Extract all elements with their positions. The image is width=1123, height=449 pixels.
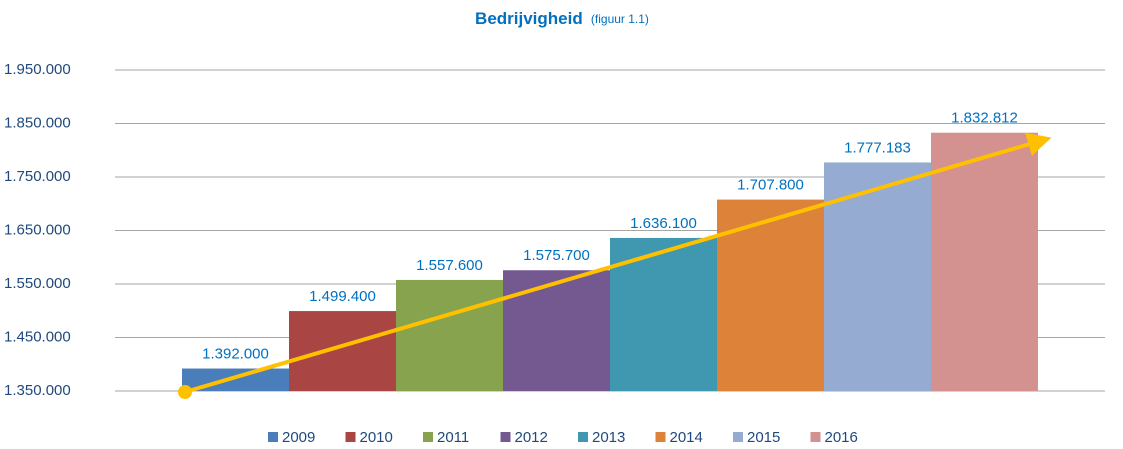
- data-label: 1.575.700: [523, 247, 590, 264]
- legend-swatch: [500, 432, 511, 442]
- data-label: 1.777.183: [844, 139, 911, 156]
- legend-swatch: [655, 432, 666, 442]
- legend-swatch: [733, 432, 743, 442]
- legend-label: 2013: [592, 429, 625, 446]
- legend-swatch: [423, 432, 433, 442]
- y-tick-label: 1.750.000: [4, 168, 71, 185]
- chart-subtitle: (figuur 1.1): [591, 12, 649, 26]
- legend-swatch: [578, 432, 588, 442]
- y-tick-label: 1.950.000: [4, 61, 71, 78]
- y-tick-label: 1.450.000: [4, 328, 71, 345]
- bar: [717, 199, 824, 391]
- bar: [931, 132, 1038, 391]
- legend-swatch: [345, 432, 356, 442]
- data-label: 1.636.100: [630, 215, 697, 232]
- bar: [824, 162, 931, 391]
- legend-label: 2012: [515, 429, 548, 446]
- legend-label: 2011: [437, 429, 469, 446]
- legend-label: 2010: [360, 429, 393, 446]
- legend-label: 2016: [825, 429, 858, 446]
- data-label: 1.707.800: [737, 177, 804, 194]
- legend-swatch: [268, 432, 278, 442]
- y-tick-label: 1.550.000: [4, 275, 71, 292]
- bar: [289, 311, 396, 391]
- data-label: 1.557.600: [416, 257, 483, 274]
- legend-swatch: [810, 432, 821, 442]
- legend-label: 2014: [670, 429, 703, 446]
- y-tick-label: 1.650.000: [4, 221, 71, 238]
- legend-label: 2015: [747, 429, 780, 446]
- data-label: 1.499.400: [309, 288, 376, 305]
- trend-start: [178, 385, 192, 399]
- data-label: 1.392.000: [202, 345, 269, 362]
- bar: [396, 279, 503, 391]
- chart-heading: Bedrijvigheid (figuur 1.1): [475, 9, 649, 28]
- bar: [503, 270, 610, 391]
- trend-line: [184, 132, 1052, 394]
- plot: 1.350.000 1.450.000 1.550.000 1.650.000 1.75…: [4, 61, 1105, 446]
- legend-label: 2009: [282, 429, 315, 446]
- y-tick-label: 1.350.000: [4, 382, 71, 399]
- data-label: 1.832.812: [951, 110, 1018, 127]
- y-tick-label: 1.850.000: [4, 114, 71, 131]
- chart-title: Bedrijvigheid: [475, 9, 583, 28]
- trend-arrow: [178, 132, 1052, 399]
